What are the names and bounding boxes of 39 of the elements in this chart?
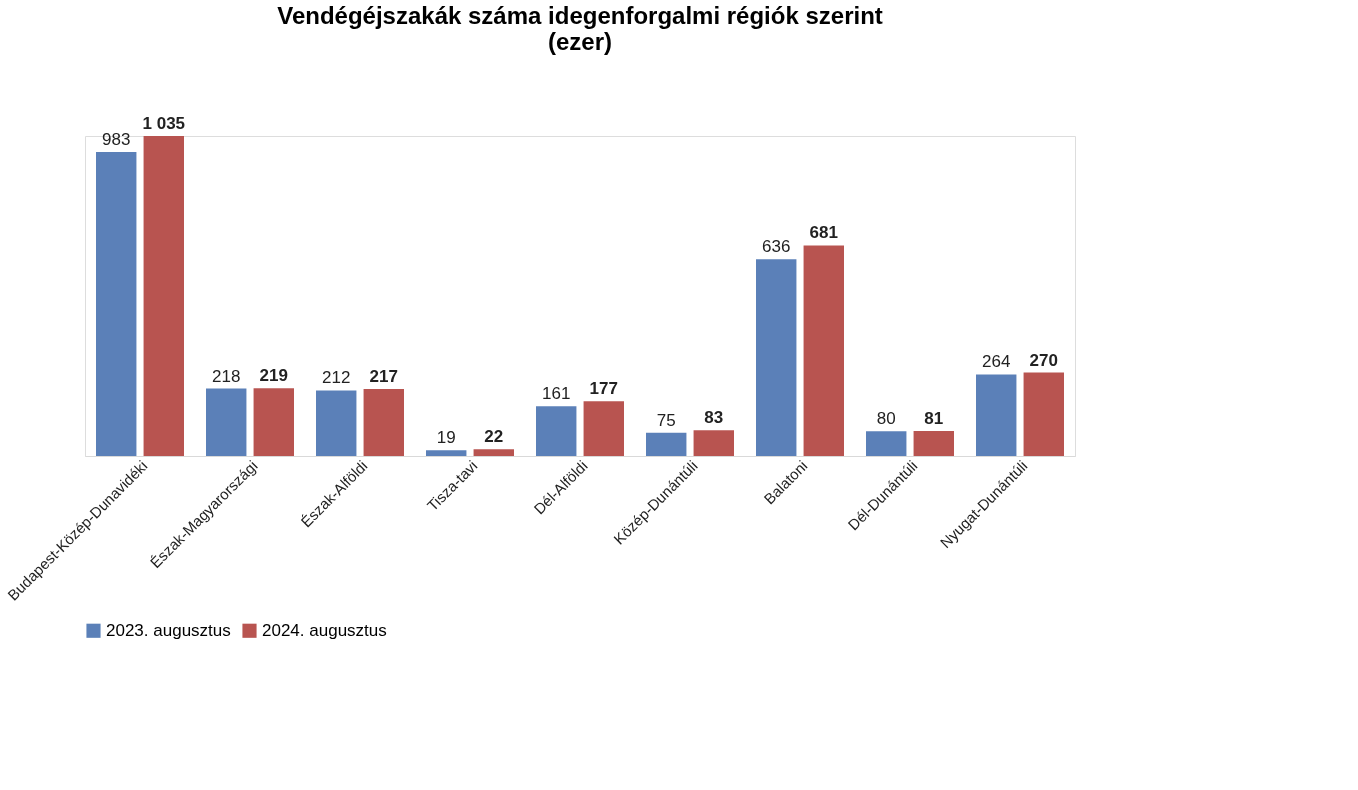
- bar: [143, 136, 184, 456]
- bar: [803, 245, 844, 456]
- bar: [913, 430, 954, 456]
- data-label: 81: [924, 408, 944, 428]
- data-label: 270: [1029, 350, 1058, 370]
- bar: [253, 388, 294, 456]
- bar: [536, 406, 577, 456]
- chart-title: Vendégéjszakák száma idegenforgalmi régiók szerint (ezer): [277, 2, 883, 55]
- bar: [693, 430, 734, 456]
- bar: [96, 152, 137, 456]
- bar: [316, 390, 357, 456]
- data-label: 218: [212, 366, 241, 386]
- data-label: 19: [436, 428, 456, 448]
- legend-label: 2023. augusztus: [106, 620, 231, 640]
- data-label: 161: [542, 384, 571, 404]
- data-label: 212: [322, 368, 351, 388]
- bar: [426, 450, 467, 456]
- data-label: 1 035: [142, 114, 186, 133]
- data-label: 681: [809, 223, 838, 243]
- data-label: 177: [589, 379, 618, 399]
- data-label: 22: [484, 427, 504, 447]
- data-label: 83: [704, 408, 724, 428]
- legend-label: 2024. augusztus: [262, 620, 387, 640]
- data-label: 636: [762, 237, 791, 257]
- data-label: 983: [102, 130, 131, 150]
- bar: [646, 432, 687, 456]
- data-label: 80: [876, 409, 896, 429]
- bar: [1023, 372, 1064, 456]
- bar: [866, 431, 907, 456]
- bar: [363, 388, 404, 456]
- bar: [756, 259, 797, 456]
- bar: [976, 374, 1017, 456]
- data-label: 75: [656, 410, 676, 430]
- bar: [583, 401, 624, 456]
- bar: [206, 388, 247, 456]
- data-label: 219: [259, 366, 288, 386]
- data-label: 217: [369, 366, 398, 386]
- bar: [473, 449, 514, 456]
- data-label: 264: [982, 352, 1011, 372]
